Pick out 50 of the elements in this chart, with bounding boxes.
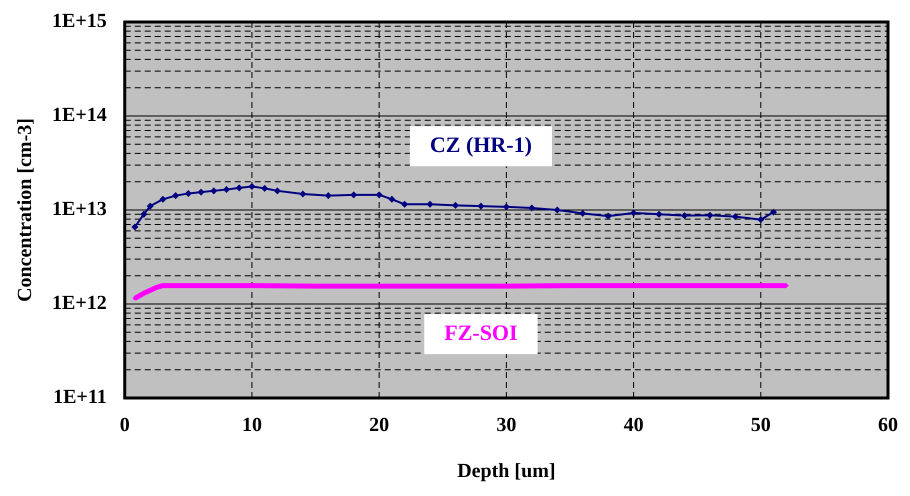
point	[401, 200, 408, 208]
point	[656, 210, 663, 218]
point	[554, 206, 561, 214]
point	[131, 223, 138, 230]
series-label: CZ (HR-1)	[430, 132, 532, 157]
point	[477, 202, 484, 210]
point	[146, 202, 154, 210]
point	[426, 200, 434, 208]
point	[680, 212, 688, 220]
point	[159, 196, 166, 203]
point	[184, 190, 192, 197]
point	[172, 192, 180, 200]
point	[324, 192, 332, 200]
y-axis-title: Concentration [cm-3]	[14, 118, 36, 302]
point	[630, 209, 638, 216]
y-tick-label: 1E+15	[52, 10, 107, 32]
y-tick-label: 1E+14	[52, 104, 107, 126]
y-tick-label: 1E+12	[52, 292, 107, 314]
x-tick-label: 10	[242, 414, 262, 436]
x-tick-label: 60	[878, 414, 898, 436]
point	[223, 186, 230, 194]
y-tick-label: 1E+11	[53, 386, 107, 408]
x-tick-label: 50	[750, 414, 771, 436]
point	[376, 191, 383, 198]
x-tick-label: 0	[120, 414, 130, 436]
x-tick-label: 40	[624, 414, 644, 436]
point	[210, 187, 218, 194]
point	[732, 213, 739, 220]
x-tick-label: 30	[496, 414, 516, 436]
point	[452, 202, 459, 209]
y-tick-label: 1E+13	[52, 198, 107, 220]
point	[140, 210, 148, 218]
point	[261, 184, 268, 192]
point	[604, 212, 612, 220]
point	[706, 212, 714, 219]
point	[579, 210, 586, 217]
point	[388, 196, 396, 203]
point	[274, 187, 281, 194]
point	[198, 188, 205, 196]
point	[350, 191, 358, 198]
point	[299, 190, 306, 198]
point	[236, 184, 243, 192]
point	[248, 182, 256, 190]
point	[502, 203, 510, 210]
series-label: FZ-SOI	[444, 320, 518, 345]
x-axis-title: Depth [um]	[457, 460, 556, 482]
x-tick-label: 20	[369, 414, 390, 436]
point	[770, 208, 778, 216]
point	[757, 216, 764, 224]
point	[528, 204, 536, 212]
